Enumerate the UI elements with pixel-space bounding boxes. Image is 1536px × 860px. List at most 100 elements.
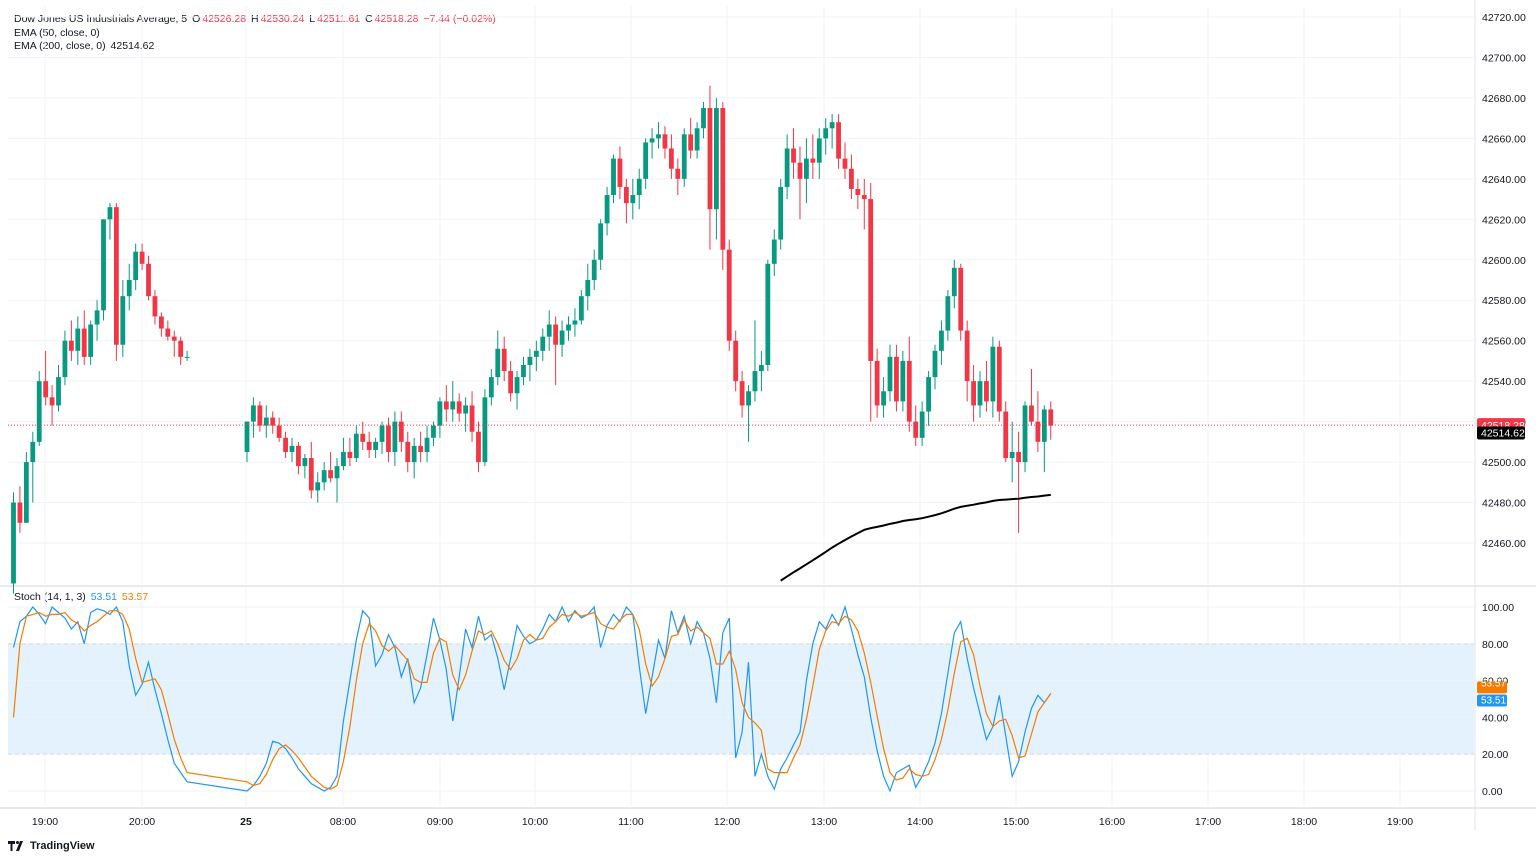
stoch-axis-tick: 0.00: [1482, 786, 1503, 798]
candle-body: [450, 401, 456, 410]
symbol-title: Dow Jones US Industrials Average, 5: [14, 13, 188, 25]
candle-body: [1048, 409, 1054, 426]
candle-body: [694, 128, 700, 151]
candle-body: [23, 462, 29, 523]
candle-body: [1035, 421, 1041, 442]
candle-body: [572, 320, 578, 325]
candle-body: [392, 421, 398, 452]
candle-body: [932, 350, 938, 378]
candle-body: [861, 195, 867, 200]
candle-body: [476, 431, 481, 463]
time-axis-tick: 15:00: [1003, 816, 1029, 828]
stoch-label: Stoch (14, 1, 3): [14, 591, 86, 603]
candle-body: [328, 470, 333, 479]
candle-body: [1029, 405, 1034, 422]
time-axis-tick: 17:00: [1195, 816, 1221, 828]
candle-body: [347, 451, 353, 459]
price-axis-tick: 42540.00: [1482, 376, 1526, 388]
stoch-axis-tick: 40.00: [1482, 712, 1508, 724]
candle-body: [437, 401, 443, 426]
candle-body: [675, 168, 681, 179]
candle-body: [366, 441, 372, 450]
candle-body: [158, 316, 164, 329]
candle-body: [945, 296, 951, 331]
candle-body: [456, 401, 462, 414]
candle-body: [270, 417, 276, 426]
candle-body: [559, 330, 565, 345]
time-axis-tick: 13:00: [811, 816, 837, 828]
stoch-d-axis-label: 53.57: [1481, 678, 1506, 689]
candle-body: [171, 336, 177, 341]
candle-body: [707, 108, 713, 210]
candle-body: [611, 158, 616, 196]
candle-body: [649, 138, 655, 143]
tradingview-logo-icon: [8, 841, 23, 851]
time-axis-tick: 08:00: [330, 816, 356, 828]
time-axis-tick: 12:00: [714, 816, 740, 828]
time-axis-tick: 14:00: [907, 816, 933, 828]
price-axis-tick: 42680.00: [1482, 93, 1526, 105]
time-axis-tick: 10:00: [522, 816, 548, 828]
candle-body: [488, 377, 494, 398]
candle-body: [30, 441, 36, 463]
candle-body: [656, 134, 661, 139]
time-axis-tick: 18:00: [1291, 816, 1317, 828]
candle-body: [1022, 405, 1028, 463]
ema200-value: 42514.62: [110, 40, 155, 52]
candle-body: [585, 280, 591, 297]
candle-body: [939, 330, 944, 351]
candle-body: [617, 158, 623, 187]
stoch-k-axis-label: 53.51: [1481, 696, 1506, 707]
candle-body: [855, 188, 861, 196]
candle-body: [251, 405, 256, 422]
candle-body: [501, 348, 507, 372]
candle-body: [868, 199, 874, 361]
candle-body: [1009, 451, 1015, 459]
time-axis-tick: 25: [240, 816, 252, 828]
price-axis-tick: 42560.00: [1482, 336, 1526, 348]
candle-body: [379, 425, 385, 442]
candle-body: [373, 441, 378, 450]
candle-body: [411, 445, 417, 463]
stoch-axis-tick: 80.00: [1482, 639, 1508, 651]
price-axis-tick: 42700.00: [1482, 52, 1526, 64]
candle-body: [823, 128, 829, 139]
candle-body: [315, 482, 321, 491]
candle-body: [990, 346, 996, 402]
candle-body: [546, 324, 552, 337]
candle-body: [463, 405, 469, 414]
candle-body: [334, 466, 340, 479]
candle-body: [495, 348, 501, 378]
time-axis-tick: 19:00: [32, 816, 58, 828]
candle-body: [443, 401, 449, 410]
candle-body: [146, 263, 151, 297]
price-axis-tick: 42660.00: [1482, 133, 1526, 145]
stoch-d-line: [12, 610, 1052, 790]
candle-body: [276, 425, 282, 438]
candle-body: [971, 381, 976, 406]
tradingview-logo[interactable]: TradingView: [8, 840, 95, 852]
candle-body: [887, 356, 893, 392]
candle-body: [553, 324, 559, 345]
candle-body: [540, 336, 546, 351]
ema50-label: EMA (50, close, 0): [14, 27, 100, 39]
candle-body: [527, 356, 533, 365]
candle-body: [263, 417, 269, 426]
logo-text: TradingView: [30, 840, 95, 852]
candle-body: [578, 296, 584, 321]
candle-body: [598, 223, 604, 260]
candle-body: [778, 186, 784, 240]
candle-body: [810, 158, 816, 163]
candle-body: [681, 134, 687, 179]
candle-body: [418, 445, 424, 452]
price-axis-tick: 42720.00: [1482, 12, 1526, 24]
stoch-k-label-bg: [1477, 694, 1507, 707]
candle-body: [926, 377, 931, 412]
candle-body: [566, 324, 571, 331]
candle-body: [75, 328, 81, 351]
candle-body: [964, 330, 970, 382]
time-axis-tick: 19:00: [1387, 816, 1413, 828]
candle-body: [68, 340, 74, 351]
candle-body: [56, 377, 61, 406]
